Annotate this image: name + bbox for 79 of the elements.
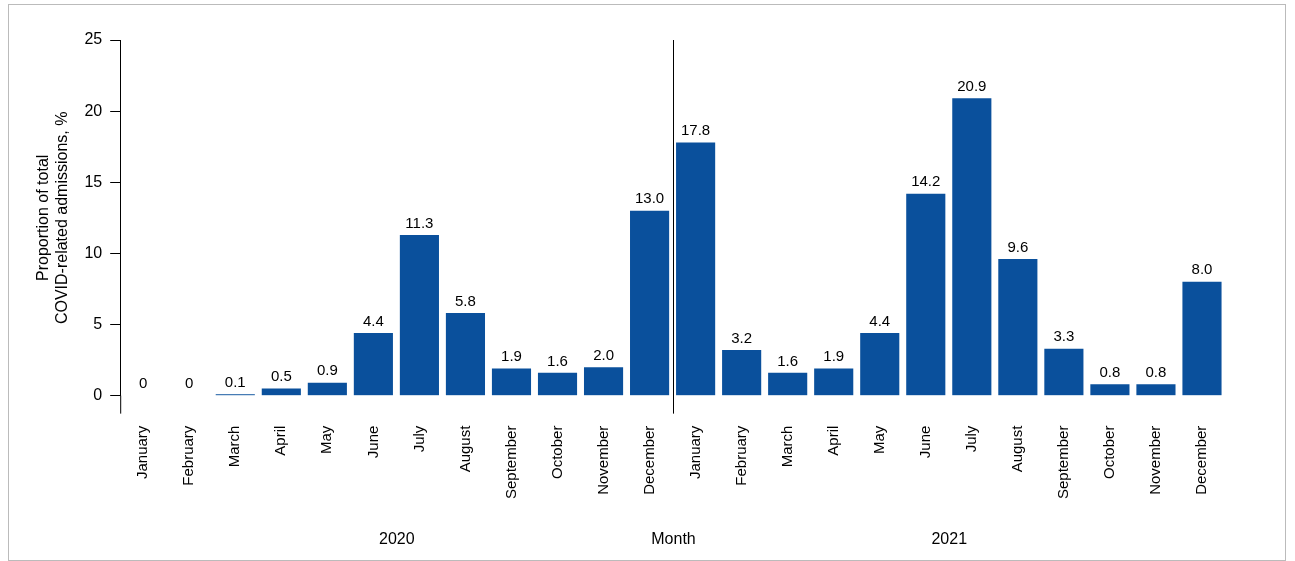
data-label: 17.8 xyxy=(681,121,711,139)
x-tick-label: July xyxy=(961,425,979,453)
x-tick-label: September xyxy=(501,425,519,499)
bar xyxy=(307,382,347,396)
bar xyxy=(583,367,624,396)
bar xyxy=(676,142,716,396)
x-tick-label: June xyxy=(363,425,381,459)
y-tick-label: 10 xyxy=(84,243,103,261)
data-label: 4.4 xyxy=(869,311,891,329)
data-label: 0.8 xyxy=(1145,362,1167,380)
data-label: 1.6 xyxy=(547,351,568,369)
x-tick-label: October xyxy=(547,425,565,479)
data-label: 8.0 xyxy=(1191,260,1213,278)
y-tick-label: 15 xyxy=(84,172,103,190)
text: 2020 xyxy=(379,530,415,548)
x-tick-label: April xyxy=(271,425,289,456)
bar xyxy=(1044,348,1084,396)
x-tick-label: August xyxy=(1007,424,1025,473)
data-label: 0.9 xyxy=(316,361,338,379)
data-label: 1.9 xyxy=(823,347,845,365)
data-label: 0.8 xyxy=(1099,362,1121,380)
x-tick-label: September xyxy=(1054,425,1072,499)
bar xyxy=(399,234,439,396)
text: 2021 xyxy=(931,530,968,548)
bar xyxy=(814,368,854,396)
x-tick-label: July xyxy=(409,425,427,453)
x-tick-label: February xyxy=(179,425,197,486)
bar xyxy=(1090,384,1130,396)
x-tick-label: May xyxy=(869,425,887,454)
bar xyxy=(630,210,670,396)
data-label: 0 xyxy=(139,374,148,392)
x-tick-label: March xyxy=(225,425,243,468)
bar xyxy=(353,333,393,396)
data-label: 9.6 xyxy=(1007,237,1029,255)
bar xyxy=(537,372,578,396)
data-label: 0.5 xyxy=(270,367,292,385)
x-tick-label: October xyxy=(1100,425,1118,479)
bar xyxy=(906,193,946,396)
x-tick-label: December xyxy=(639,425,657,495)
data-label: 1.9 xyxy=(501,347,522,365)
data-label: 5.8 xyxy=(455,291,476,309)
x-tick-label: November xyxy=(1146,425,1164,495)
data-label: 4.4 xyxy=(362,311,384,329)
x-tick-label: April xyxy=(823,425,841,456)
data-label: 3.3 xyxy=(1053,327,1075,345)
x-tick-label: May xyxy=(317,425,335,454)
x-axis-title: Month xyxy=(651,530,696,548)
data-label: 1.6 xyxy=(777,351,799,369)
bar xyxy=(261,388,301,396)
y-axis-title: Proportion of total COVID-related admissions, % xyxy=(34,111,71,325)
data-label: 13.0 xyxy=(634,189,665,207)
y-tick-label: 25 xyxy=(84,30,103,48)
data-label: 20.9 xyxy=(957,76,987,94)
x-tick-label: January xyxy=(685,425,703,479)
bar xyxy=(768,372,808,396)
x-tick-label: March xyxy=(777,425,795,468)
data-label: 0.1 xyxy=(224,372,246,390)
data-label: 3.2 xyxy=(731,328,753,346)
x-tick-label: January xyxy=(133,425,151,479)
y-tick-label: 0 xyxy=(93,386,103,404)
bar xyxy=(1182,281,1222,396)
x-tick-label: February xyxy=(731,425,749,486)
bar xyxy=(445,313,486,396)
data-label: 2.0 xyxy=(593,345,614,363)
bar xyxy=(1136,384,1176,396)
bar xyxy=(952,98,992,396)
x-tick-label: June xyxy=(915,425,933,459)
data-label: 11.3 xyxy=(405,213,434,231)
x-tick-label: August xyxy=(455,424,473,473)
data-label: 14.2 xyxy=(911,172,941,190)
x-tick-label: November xyxy=(593,425,611,495)
x-tick-label: December xyxy=(1192,425,1210,495)
data-label: 0 xyxy=(185,374,194,392)
y-tick-label: 20 xyxy=(84,101,103,119)
bar xyxy=(722,350,762,396)
bar xyxy=(998,259,1038,396)
bar xyxy=(860,333,900,396)
bar xyxy=(491,368,532,396)
y-tick-label: 5 xyxy=(93,314,103,332)
